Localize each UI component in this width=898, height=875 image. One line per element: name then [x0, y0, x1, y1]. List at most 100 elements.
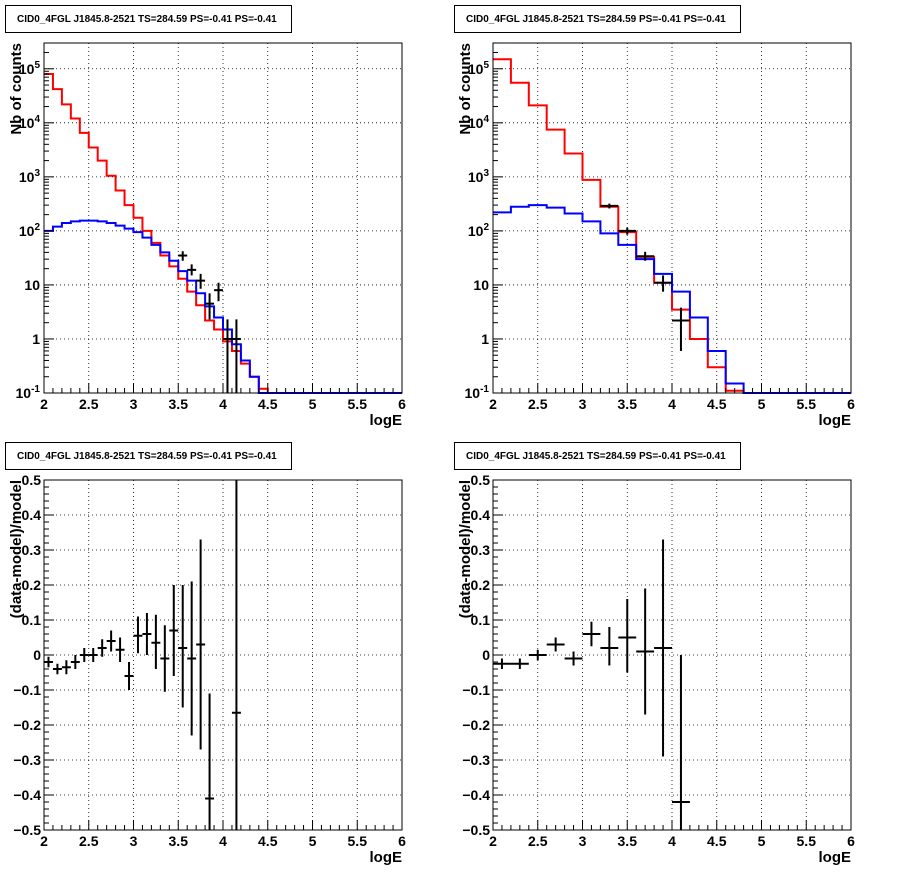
x-tick-label: 5.5	[348, 396, 368, 412]
histogram-series	[44, 73, 402, 394]
y-tick-label: 0.4	[22, 507, 42, 523]
data-point	[97, 639, 107, 657]
y-tick-label: −0.5	[462, 822, 490, 838]
x-tick-label: 5	[758, 396, 766, 412]
plot-title: CID0_4FGL J1845.8-2521 TS=284.59 PS=-0.4…	[454, 442, 741, 470]
y-tick-label: 0	[482, 647, 490, 663]
x-axis-label: logE	[370, 849, 403, 866]
data-point	[618, 227, 637, 235]
data-point	[223, 319, 232, 393]
y-axis: −0.5 −0.4 −0.3 −0.2 −0.1 0 0.1 0.2 0.3 0.4 0.5	[462, 472, 503, 838]
data-point	[672, 307, 690, 351]
y-tick-label: 0.3	[22, 542, 42, 558]
data-point	[528, 649, 547, 661]
data-point	[231, 319, 241, 393]
data-point	[187, 581, 197, 736]
data-point	[546, 637, 565, 652]
x-axis: 2 2.5 3 3.5 4 4.5 5 5.5 6	[40, 383, 406, 412]
data-point	[52, 663, 62, 675]
x-axis-label: logE	[819, 412, 852, 429]
histogram-series	[493, 58, 851, 394]
data-point	[106, 630, 116, 652]
data-point	[142, 613, 152, 655]
x-tick-label: 6	[847, 396, 855, 412]
x-tick-label: 3	[130, 396, 138, 412]
plot-title: CID0_4FGL J1845.8-2521 TS=284.59 PS=-0.4…	[454, 5, 741, 33]
x-tick-label: 4	[219, 833, 227, 849]
x-tick-label: 2.5	[79, 833, 99, 849]
x-tick-label: 2.5	[528, 833, 548, 849]
residual-panel-bottom-right: 2 2.5 3 3.5 4 4.5 5 5.5 6 −0.5 −0.4 −0.3 −0.2 −0.1 0 0.…	[449, 437, 898, 874]
y-tick-label: 0.5	[471, 472, 491, 488]
y-tick-label: 10	[24, 277, 40, 293]
x-tick-label: 6	[398, 833, 406, 849]
plot-title: CID0_4FGL J1845.8-2521 TS=284.59 PS=-0.4…	[5, 5, 292, 33]
x-tick-label: 5	[309, 833, 317, 849]
x-axis-label: logE	[370, 412, 403, 429]
data-point	[600, 627, 619, 666]
y-tick-label: 0.1	[22, 612, 42, 628]
x-tick-label: 3	[579, 833, 587, 849]
spectrum-plot: 2 2.5 3 3.5 4 4.5 5 5.5 610-1110102103104105logE…	[457, 42, 855, 429]
x-axis: 2 2.5 3 3.5 4 4.5 5 5.5 6	[489, 383, 855, 412]
data-point	[178, 585, 188, 708]
data-point	[178, 251, 188, 261]
x-tick-label: 3.5	[618, 396, 638, 412]
data-point	[493, 658, 511, 669]
x-tick-label: 6	[847, 833, 855, 849]
y-axis-label: (data-model)/model	[8, 480, 25, 618]
y-tick-label: −0.1	[462, 682, 490, 698]
y-tick-label: −0.3	[462, 752, 490, 768]
x-tick-label: 3	[130, 833, 138, 849]
x-tick-label: 5	[758, 833, 766, 849]
x-tick-label: 4.5	[707, 396, 727, 412]
x-tick-label: 6	[398, 396, 406, 412]
data-point	[151, 614, 161, 669]
x-tick-label: 3	[579, 396, 587, 412]
x-tick-label: 5.5	[348, 833, 368, 849]
y-tick-label: 0.3	[471, 542, 491, 558]
y-tick-label: 103	[468, 168, 490, 185]
grid	[493, 480, 851, 830]
residual-panel-bottom-left: 2 2.5 3 3.5 4 4.5 5 5.5 6 −0.5 −0.4 −0.3 −0.2 −0.1 0 0.…	[0, 437, 449, 874]
data-point	[196, 273, 206, 289]
data-point	[205, 293, 215, 320]
data-point	[510, 658, 529, 669]
y-tick-label: −0.3	[13, 752, 41, 768]
y-tick-label: 1	[481, 331, 489, 347]
spectrum-plot: 2 2.5 3 3.5 4 4.5 5 5.5 610-1110102103104105logE…	[8, 42, 406, 429]
data-point	[124, 662, 134, 690]
y-tick-label: 1	[32, 331, 40, 347]
x-tick-label: 2	[489, 833, 497, 849]
y-axis: −0.5 −0.4 −0.3 −0.2 −0.1 0 0.1 0.2 0.3 0.4 0.5	[13, 472, 54, 838]
residual-plot: 2 2.5 3 3.5 4 4.5 5 5.5 6 −0.5 −0.4 −0.3 −0.2 −0.1 0 0.…	[457, 472, 855, 866]
x-tick-label: 4.5	[258, 396, 278, 412]
y-tick-label: −0.2	[13, 717, 41, 733]
plot-title: CID0_4FGL J1845.8-2521 TS=284.59 PS=-0.4…	[5, 442, 292, 470]
y-tick-label: 102	[19, 222, 41, 239]
data-point	[70, 655, 80, 669]
x-tick-label: 5	[309, 396, 317, 412]
data-point	[672, 655, 690, 830]
data-point	[79, 648, 89, 662]
y-tick-label: 0	[33, 647, 41, 663]
y-tick-label: −0.5	[13, 822, 41, 838]
data-point	[636, 588, 655, 715]
y-axis-label: Nb of counts	[457, 43, 474, 135]
spectrum-panel-top-right: 2 2.5 3 3.5 4 4.5 5 5.5 6 10-1 1 10 102 103 104 105 logE…	[449, 0, 898, 437]
x-axis-label: logE	[819, 849, 852, 866]
data-point	[600, 203, 619, 209]
y-tick-label: −0.1	[13, 682, 41, 698]
x-tick-label: 4	[668, 833, 676, 849]
y-axis-label: (data-model)/model	[457, 480, 474, 618]
x-axis: 2 2.5 3 3.5 4 4.5 5 5.5 6	[489, 820, 855, 849]
x-tick-label: 2.5	[528, 396, 548, 412]
data-point	[169, 585, 179, 676]
x-tick-label: 2	[40, 396, 48, 412]
data-point	[61, 660, 71, 675]
x-tick-label: 3.5	[169, 833, 189, 849]
data-point	[187, 264, 197, 276]
x-tick-label: 2	[489, 396, 497, 412]
data-point	[115, 637, 125, 662]
x-tick-label: 2.5	[79, 396, 99, 412]
